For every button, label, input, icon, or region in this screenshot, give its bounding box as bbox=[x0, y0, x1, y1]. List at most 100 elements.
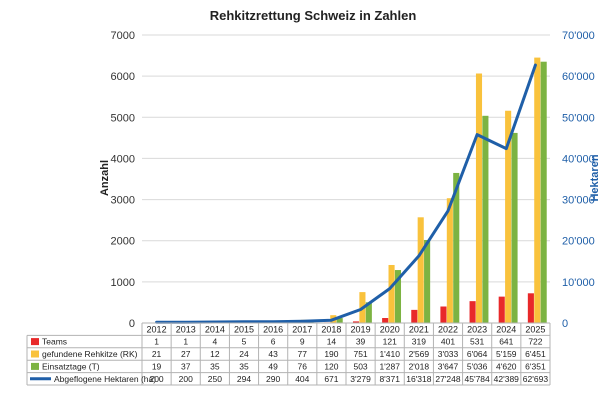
bars bbox=[148, 57, 547, 324]
bar-einsatztage bbox=[365, 302, 372, 323]
table-cell: 37 bbox=[181, 361, 191, 371]
bar-teams bbox=[527, 293, 534, 323]
x-tick-label: 2025 bbox=[525, 324, 545, 334]
legend-label: Teams bbox=[42, 337, 67, 347]
table-cell: 722 bbox=[528, 337, 542, 347]
table-cell: 27'248 bbox=[435, 374, 461, 384]
table-cell: 6'351 bbox=[525, 361, 546, 371]
x-tick-label: 2014 bbox=[205, 324, 225, 334]
legend-label: gefundene Rehkitze (RK) bbox=[42, 349, 138, 359]
table-cell: 531 bbox=[470, 337, 484, 347]
table-cell: 35 bbox=[239, 361, 249, 371]
bar-einsatztage bbox=[482, 115, 489, 324]
table-cell: 3'033 bbox=[438, 349, 459, 359]
legend-swatch bbox=[31, 350, 39, 358]
x-tick-label: 2018 bbox=[321, 324, 341, 334]
x-tick-label: 2021 bbox=[409, 324, 429, 334]
x-tick-label: 2023 bbox=[467, 324, 487, 334]
table-cell: 6 bbox=[271, 337, 276, 347]
table-cell: 290 bbox=[266, 374, 280, 384]
table-cell: 294 bbox=[237, 374, 251, 384]
table-cell: 1 bbox=[154, 337, 159, 347]
table-cell: 62'693 bbox=[523, 374, 549, 384]
table-cell: 21 bbox=[152, 349, 162, 359]
table-cell: 12 bbox=[210, 349, 220, 359]
bar-teams bbox=[498, 296, 505, 323]
table-cell: 503 bbox=[353, 361, 367, 371]
y2-tick-label: 70'000 bbox=[562, 30, 595, 42]
table-cell: 200 bbox=[149, 374, 163, 384]
table-cell: 39 bbox=[356, 337, 366, 347]
legend-swatch bbox=[31, 338, 39, 346]
y2-tick-label: 0 bbox=[562, 318, 568, 330]
table-cell: 77 bbox=[298, 349, 308, 359]
x-tick-label: 2016 bbox=[263, 324, 283, 334]
bar-gefundene bbox=[475, 73, 483, 324]
legend-label: Abgeflogene Hektaren (ha) bbox=[54, 374, 156, 384]
bar-teams bbox=[411, 309, 418, 323]
bar-teams bbox=[440, 306, 447, 323]
y2-tick-label: 40'000 bbox=[562, 153, 595, 165]
bar-teams bbox=[352, 321, 360, 323]
bar-gefundene bbox=[446, 198, 453, 323]
table-cell: 1'410 bbox=[379, 349, 400, 359]
table-cell: 3'647 bbox=[438, 361, 459, 371]
data-table: 2012 2013 2014 2015 2016 2017 2018 2019 2020 2021… bbox=[26, 322, 551, 386]
table-cell: 120 bbox=[324, 361, 338, 371]
table-cell: 200 bbox=[179, 374, 193, 384]
chart-title: Rehkitzrettung Schweiz in Zahlen bbox=[210, 8, 417, 23]
y-tick-label: 4000 bbox=[111, 153, 135, 165]
y-axis-label: Anzahl bbox=[99, 160, 111, 196]
table-cell: 43 bbox=[268, 349, 278, 359]
table-cell: 2'018 bbox=[409, 361, 430, 371]
hectares-line bbox=[155, 63, 537, 324]
bar-gefundene bbox=[505, 110, 512, 323]
table-cell: 121 bbox=[383, 337, 397, 347]
table-cell: 42'389 bbox=[494, 374, 520, 384]
table-cell: 76 bbox=[298, 361, 308, 371]
y2-axis-label: Hektaren bbox=[589, 154, 601, 201]
table-cell: 751 bbox=[353, 349, 367, 359]
bar-gefundene bbox=[388, 264, 395, 323]
table-cell: 9 bbox=[300, 337, 305, 347]
table-cell: 5'036 bbox=[467, 361, 488, 371]
y-tick-label: 0 bbox=[129, 318, 135, 330]
y2-axis-ticks: 0 10'000 20'000 30'000 40'000 50'000 60'000 70'… bbox=[562, 30, 595, 330]
y-tick-label: 2000 bbox=[111, 236, 135, 248]
x-tick-label: 2024 bbox=[496, 324, 516, 334]
table-cell: 24 bbox=[239, 349, 249, 359]
table-cell: 49 bbox=[268, 361, 278, 371]
table-cell: 4'620 bbox=[496, 361, 517, 371]
bar-gefundene bbox=[417, 217, 424, 323]
table-cell: 641 bbox=[499, 337, 513, 347]
table-cell: 250 bbox=[208, 374, 222, 384]
table-cell: 14 bbox=[327, 337, 337, 347]
bar-einsatztage bbox=[336, 318, 343, 323]
x-tick-label: 2020 bbox=[380, 324, 400, 334]
y-tick-label: 5000 bbox=[111, 112, 135, 124]
y-tick-label: 7000 bbox=[111, 30, 135, 42]
hectares-line-path bbox=[155, 63, 537, 324]
y-tick-label: 6000 bbox=[111, 71, 135, 83]
bar-einsatztage bbox=[394, 270, 402, 323]
table-cell: 27 bbox=[181, 349, 191, 359]
table-cell: 4 bbox=[212, 337, 217, 347]
table-cell: 6'451 bbox=[525, 349, 546, 359]
table-cell: 404 bbox=[295, 374, 309, 384]
y2-tick-label: 30'000 bbox=[562, 195, 595, 207]
y-tick-label: 3000 bbox=[111, 195, 135, 207]
table-cell: 1 bbox=[183, 337, 188, 347]
y2-tick-label: 10'000 bbox=[562, 277, 595, 289]
bar-einsatztage bbox=[540, 61, 547, 323]
table-cell: 16'318 bbox=[406, 374, 432, 384]
gridlines bbox=[142, 34, 550, 283]
table-cell: 2'569 bbox=[409, 349, 430, 359]
table-cell: 35 bbox=[210, 361, 220, 371]
bar-einsatztage bbox=[453, 172, 460, 323]
table-cell: 6'064 bbox=[467, 349, 488, 359]
x-tick-label: 2019 bbox=[351, 324, 371, 334]
table-cell: 8'371 bbox=[379, 374, 400, 384]
x-tick-label: 2022 bbox=[438, 324, 458, 334]
